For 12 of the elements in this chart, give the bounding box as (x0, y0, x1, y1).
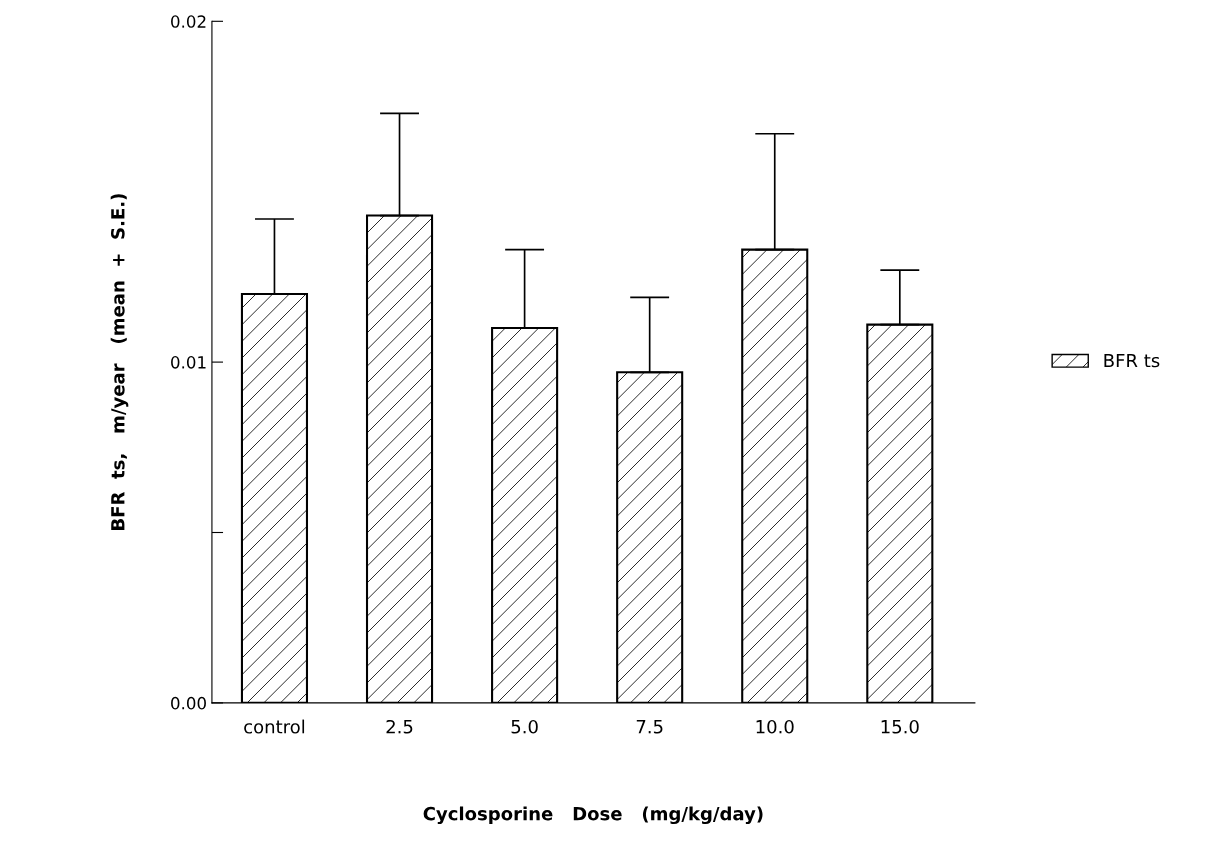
x-tick-label: 5.0 (511, 719, 538, 734)
x-tick-label: 2.5 (386, 719, 413, 734)
y-tick-label: 0.00 (171, 696, 206, 710)
y-tick-label: 0.01 (171, 356, 206, 369)
x-tick-label: 10.0 (756, 719, 794, 734)
y-tick-label: 0.02 (171, 15, 206, 28)
legend-label: BFR ts (1104, 353, 1160, 368)
x-tick-label: 15.0 (881, 719, 919, 734)
x-axis-title: Cyclosporine Dose (mg/kg/day) (423, 806, 763, 825)
y-axis-title: BFR ts, m/year (mean + S.E.) (110, 194, 129, 530)
x-tick-label: 7.5 (636, 720, 663, 734)
x-tick-label: control (244, 719, 305, 734)
